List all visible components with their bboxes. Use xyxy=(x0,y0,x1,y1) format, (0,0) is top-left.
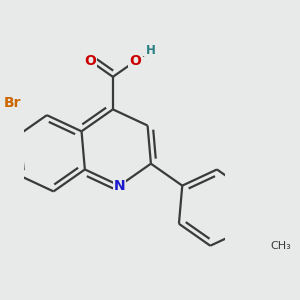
Text: H: H xyxy=(146,44,156,57)
Text: CH₃: CH₃ xyxy=(270,241,291,251)
Text: Br: Br xyxy=(4,96,21,110)
Text: O: O xyxy=(130,54,141,68)
Text: N: N xyxy=(114,178,125,193)
Text: O: O xyxy=(84,54,96,68)
